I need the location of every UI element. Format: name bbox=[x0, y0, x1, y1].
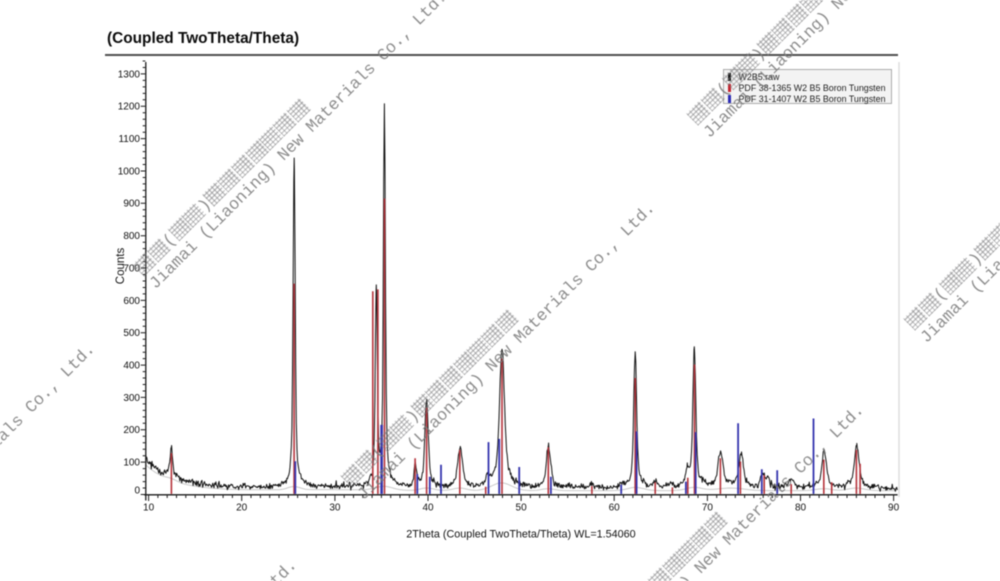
svg-text:70: 70 bbox=[702, 503, 714, 514]
svg-text:90: 90 bbox=[888, 503, 900, 514]
svg-text:10: 10 bbox=[143, 503, 155, 514]
svg-text:400: 400 bbox=[123, 361, 140, 372]
svg-text:700: 700 bbox=[123, 263, 140, 274]
svg-text:30: 30 bbox=[329, 503, 341, 514]
svg-text:200: 200 bbox=[123, 425, 140, 436]
svg-text:100: 100 bbox=[123, 458, 140, 469]
svg-text:300: 300 bbox=[123, 393, 140, 404]
svg-text:600: 600 bbox=[123, 296, 140, 307]
svg-text:900: 900 bbox=[123, 199, 140, 210]
svg-text:60: 60 bbox=[609, 503, 621, 514]
svg-text:40: 40 bbox=[422, 503, 434, 514]
svg-text:500: 500 bbox=[123, 328, 140, 339]
svg-text:Counts: Counts bbox=[115, 248, 127, 285]
svg-text:0: 0 bbox=[134, 485, 140, 496]
svg-text:80: 80 bbox=[795, 503, 807, 514]
svg-text:2Theta (Coupled TwoTheta/Theta: 2Theta (Coupled TwoTheta/Theta) WL=1.540… bbox=[406, 529, 635, 541]
svg-text:1200: 1200 bbox=[118, 102, 141, 113]
svg-text:50: 50 bbox=[516, 503, 528, 514]
svg-text:800: 800 bbox=[123, 231, 140, 242]
svg-text:1100: 1100 bbox=[118, 134, 140, 145]
svg-text:1000: 1000 bbox=[118, 166, 141, 177]
svg-text:20: 20 bbox=[236, 503, 248, 514]
svg-text:1300: 1300 bbox=[118, 69, 141, 80]
